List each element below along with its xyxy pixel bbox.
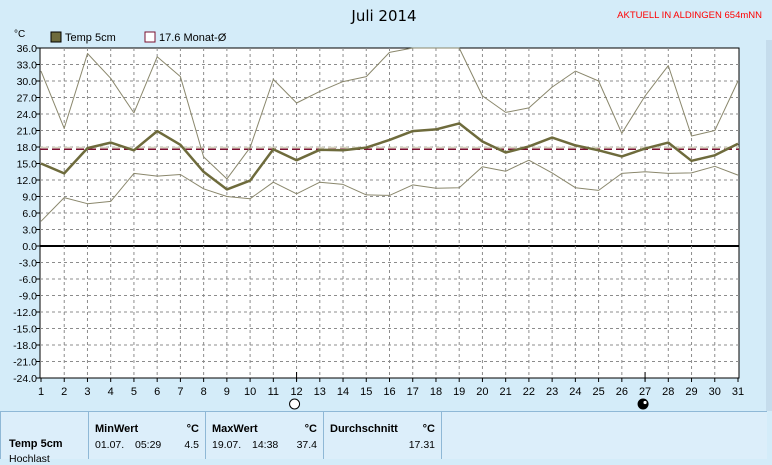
x-tick-label: 25 [592,386,604,398]
x-tick-label: 26 [616,386,628,398]
x-tick-label: 22 [523,386,535,398]
y-tick-label: 18.0 [17,142,38,154]
max-value: 37.4 [296,439,317,451]
min-unit: °C [186,423,199,435]
x-tick-label: 5 [131,386,137,398]
x-tick-label: 18 [430,386,442,398]
min-panel: MinWert °C 01.07. 05:29 4.5 [88,411,205,459]
max-unit: °C [304,423,317,435]
y-tick-label: 30.0 [17,76,38,88]
min-value: 4.5 [184,439,199,451]
min-label: MinWert [95,423,139,435]
new-moon-icon [637,398,649,410]
x-tick-label: 24 [569,386,581,398]
max-date: 19.07. [212,439,242,451]
legend-swatch-temp [50,31,62,43]
average-unit: °C [422,423,435,435]
y-tick-label: -24.0 [13,373,37,385]
stats-empty-panel [441,411,767,459]
moon-phases [289,372,649,410]
y-tick-label: 33.0 [17,60,38,72]
x-tick-label: 10 [244,386,256,398]
y-tick-label: -3.0 [19,258,37,270]
series-line-mean [40,122,739,191]
average-label: Durchschnitt [330,423,398,435]
y-tick-label: -12.0 [13,307,37,319]
x-tick-label: 1 [38,386,44,398]
x-tick-label: 29 [685,386,697,398]
x-tick-label: 27 [639,386,651,398]
average-value: 17.31 [408,439,435,451]
x-tick-label: 11 [268,386,279,398]
x-tick-label: 8 [201,386,207,398]
x-axis-ticks: 1 2 3 4 5 6 7 8 9 10 11 12 13 14 15 16 17 18 19 20 21 22 23 24 2… [38,378,744,398]
station-label: AKTUELL IN ALDINGEN 654mNN [617,10,762,21]
new-moon-highlight [643,400,647,405]
min-date: 01.07. [95,439,125,451]
min-time: 05:29 [135,439,162,451]
x-tick-label: 19 [453,386,465,398]
legend-label-temp: Temp 5cm [65,32,116,44]
y-tick-label: 3.0 [22,225,37,237]
y-tick-label: 36.0 [17,43,38,55]
y-tick-label: 15.0 [17,159,38,171]
x-tick-label: 4 [108,386,114,398]
legend-swatch-average [144,31,156,43]
stats-row-label: Temp 5cm [9,438,63,450]
y-tick-label: -18.0 [13,340,37,352]
y-tick-label: -15.0 [13,324,37,336]
reference-lines [40,146,739,150]
max-time: 14:38 [252,439,279,451]
y-tick-label: 27.0 [17,93,38,105]
x-tick-label: 7 [177,386,183,398]
series-line-max [40,47,739,180]
x-tick-label: 21 [500,386,512,398]
stats-table: Temp 5cm Hochlast MinWert °C 01.07. 05:2… [0,411,772,465]
x-tick-label: 17 [407,386,419,398]
y-tick-label: -21.0 [13,357,37,369]
y-tick-label: 24.0 [17,109,38,121]
x-tick-label: 6 [154,386,160,398]
x-tick-label: 14 [337,386,349,398]
stats-row-label-2: Hochlast [9,453,50,465]
max-label: MaxWert [212,423,258,435]
max-panel: MaxWert °C 19.07. 14:38 37.4 [205,411,323,459]
y-tick-label: 12.0 [17,175,38,187]
y-tick-label: -6.0 [19,274,37,286]
x-tick-label: 16 [383,386,395,398]
x-tick-label: 15 [360,386,372,398]
right-scrollbar[interactable] [766,40,772,411]
chart-title: Juli 2014 [350,7,416,25]
x-tick-label: 23 [546,386,558,398]
grid [40,48,739,378]
x-tick-label: 12 [290,386,302,398]
x-tick-label: 31 [732,386,744,398]
y-tick-label: 9.0 [22,192,37,204]
average-panel: Durchschnitt °C 17.31 [323,411,441,459]
y-tick-label: 21.0 [17,126,38,138]
x-tick-label: 30 [709,386,721,398]
series-line-min [40,159,739,222]
temperature-chart: Juli 2014 AKTUELL IN ALDINGEN 654mNN °C … [13,7,772,411]
x-tick-label: 13 [314,386,326,398]
legend-label-average: 17.6 Monat-Ø [159,32,227,44]
x-tick-label: 28 [662,386,674,398]
y-tick-label: 0.0 [22,241,37,253]
x-tick-label: 2 [61,386,67,398]
y-tick-label: 6.0 [22,208,37,220]
series-lines [40,47,739,222]
stats-row-header: Temp 5cm Hochlast [0,411,88,465]
y-tick-label: -9.0 [19,291,37,303]
full-moon-icon [289,398,301,410]
legend: Temp 5cm 17.6 Monat-Ø [50,31,227,44]
x-tick-label: 9 [224,386,230,398]
y-unit-label: °C [14,29,25,40]
x-tick-label: 20 [476,386,488,398]
y-axis-ticks: 36.0 33.0 30.0 27.0 24.0 21.0 18.0 15.0 12.0 9.0 6… [13,43,40,385]
x-tick-label: 3 [84,386,90,398]
